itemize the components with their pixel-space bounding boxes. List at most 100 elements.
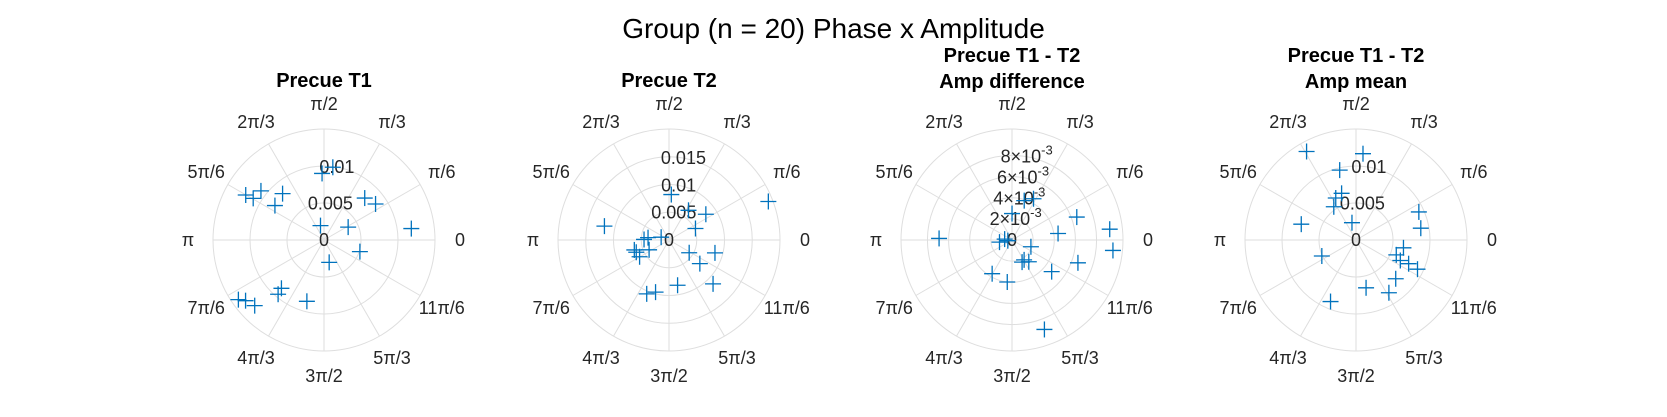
theta-grid-line (227, 184, 325, 241)
theta-tick-label: 11π/6 (1451, 298, 1497, 318)
data-point (687, 220, 704, 237)
data-point (274, 185, 291, 202)
theta-tick-label: π (1214, 230, 1226, 250)
data-point (931, 230, 948, 247)
theta-tick-label: 5π/3 (373, 348, 410, 368)
data-point (298, 293, 315, 310)
data-point (1412, 220, 1429, 237)
theta-tick-label: 5π/6 (1219, 162, 1256, 182)
data-point (626, 241, 643, 258)
theta-tick-label: 4π/3 (1269, 348, 1306, 368)
data-point (1050, 225, 1067, 242)
theta-tick-label: 11π/6 (764, 298, 810, 318)
theta-grid-line (1300, 143, 1357, 241)
data-point (1358, 279, 1375, 296)
data-point (356, 190, 373, 207)
theta-tick-label: 4π/3 (237, 348, 274, 368)
data-point (1313, 248, 1330, 265)
data-point (680, 202, 697, 219)
data-point (1016, 192, 1033, 209)
theta-grid-line (323, 143, 380, 241)
data-point (1022, 238, 1039, 255)
data-point (628, 244, 645, 261)
theta-tick-label: π (527, 230, 539, 250)
theta-grid-line (1355, 143, 1412, 241)
data-point (340, 219, 357, 236)
r-tick-label: 6×10-3 (997, 164, 1049, 188)
theta-grid-line (956, 143, 1013, 241)
theta-tick-label: 2π/3 (582, 112, 619, 132)
r-tick-label: 0.015 (661, 148, 706, 168)
data-point (367, 195, 384, 212)
data-point (1036, 321, 1053, 338)
data-point (1068, 209, 1085, 226)
r-tick-label: 2×10-3 (990, 205, 1042, 229)
plot-title: Precue T1 - T2 (944, 45, 1081, 67)
theta-grid-line (613, 143, 670, 241)
theta-tick-label: 7π/6 (875, 298, 912, 318)
data-point (266, 197, 283, 214)
theta-tick-label: π/3 (378, 112, 405, 132)
data-point (663, 186, 680, 203)
r-tick-label: 8×10-3 (1001, 143, 1053, 167)
theta-grid-line (1011, 184, 1109, 241)
theta-grid-line (915, 239, 1013, 296)
theta-tick-label: 3π/2 (993, 366, 1030, 386)
theta-grid-line (323, 184, 421, 241)
data-point (1343, 214, 1360, 231)
theta-grid-line (1011, 239, 1068, 337)
theta-tick-label: 2π/3 (925, 112, 962, 132)
data-point (1395, 239, 1412, 256)
data-point (1409, 261, 1426, 278)
r-tick-label: 0.01 (1351, 157, 1386, 177)
data-point (403, 220, 420, 237)
data-point (351, 243, 368, 260)
data-point (1331, 162, 1348, 179)
theta-tick-label: 3π/2 (305, 366, 342, 386)
theta-grid-line (1011, 239, 1109, 296)
theta-tick-label: 3π/2 (1337, 366, 1374, 386)
data-point (991, 234, 1008, 251)
theta-grid-line (668, 239, 725, 337)
theta-grid-line (572, 184, 670, 241)
data-point (321, 254, 338, 271)
theta-grid-line (956, 239, 1013, 337)
theta-grid-line (323, 239, 380, 337)
data-point (1069, 254, 1086, 271)
plot-title: Amp difference (939, 71, 1085, 93)
theta-tick-label: 11π/6 (419, 298, 465, 318)
data-point (1400, 255, 1417, 272)
data-point (314, 165, 331, 182)
data-point (1388, 246, 1405, 263)
polar-plot-3: Precue T1 - T2 Amp difference 0 π/6 π/3 π/2 2π… (870, 45, 1153, 386)
data-point (1380, 284, 1397, 301)
theta-tick-label: 0 (1143, 230, 1153, 250)
data-point (984, 265, 1001, 282)
theta-grid-line (668, 239, 766, 296)
theta-tick-label: 4π/3 (582, 348, 619, 368)
theta-tick-label: π/2 (998, 94, 1025, 114)
polar-plot-2: Precue T2 0 π/6 π/3 π/2 2π/3 5π/6 π 7π/6 4π/3 3π/2… (527, 70, 810, 386)
r-tick-label: 0.005 (1340, 194, 1385, 214)
theta-grid-line (668, 143, 725, 241)
theta-grid-line (1300, 239, 1357, 337)
data-point (324, 159, 341, 176)
theta-tick-label: 2π/3 (1269, 112, 1306, 132)
data-point (706, 244, 723, 261)
r-tick-label: 4×10-3 (993, 184, 1045, 208)
theta-tick-label: 11π/6 (1107, 298, 1153, 318)
r-tick-label: 0.005 (308, 194, 353, 214)
r-tick-label: 0 (319, 230, 329, 250)
r-tick-label: 0.005 (651, 203, 696, 223)
theta-tick-label: π/2 (655, 94, 682, 114)
theta-tick-label: π/2 (1342, 94, 1369, 114)
data-point (246, 297, 263, 314)
theta-tick-label: π/3 (1066, 112, 1093, 132)
theta-tick-label: 0 (455, 230, 465, 250)
theta-tick-label: π/3 (723, 112, 750, 132)
data-point (237, 187, 254, 204)
r-tick-label: 0 (664, 230, 674, 250)
data-point (1325, 198, 1342, 215)
theta-grid-line (323, 239, 421, 296)
